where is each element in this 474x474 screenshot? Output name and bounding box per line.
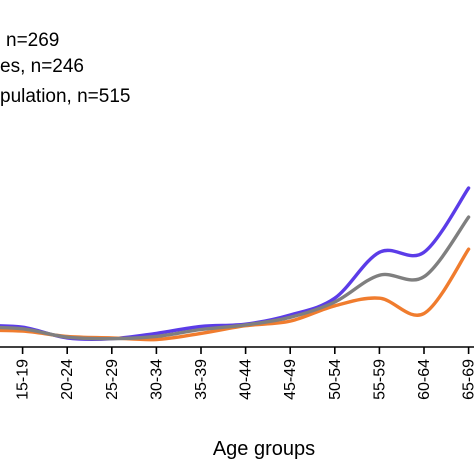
x-tick-label: 15-19 xyxy=(15,359,32,400)
x-tick-label: 55-59 xyxy=(371,359,388,400)
series-line-2 xyxy=(0,215,471,341)
x-tick-label: 40-44 xyxy=(238,359,255,400)
legend: n=269 es, n=246 pulation, n=515 xyxy=(0,30,130,107)
x-tick-label: 45-49 xyxy=(282,359,299,400)
legend-entry: es, n=246 xyxy=(0,56,84,77)
x-tick-label: 20-24 xyxy=(59,359,76,400)
series-layer xyxy=(0,186,471,342)
x-tick-label: 35-39 xyxy=(193,359,210,400)
x-tick-label: 25-29 xyxy=(104,359,121,400)
series-line-0 xyxy=(0,186,471,342)
x-axis-ticks: 15-19 20-24 25-29 30-34 35-39 40-44 45-49 50-54… xyxy=(15,347,474,400)
x-tick-label: 60-64 xyxy=(416,359,433,400)
legend-entry: n=269 xyxy=(6,30,59,51)
x-tick-label: 50-54 xyxy=(327,359,344,400)
x-tick-label: 30-34 xyxy=(148,359,165,400)
x-tick-label: 65-69 xyxy=(461,359,474,400)
legend-entry: pulation, n=515 xyxy=(0,86,130,107)
x-axis-title: Age groups xyxy=(213,438,315,460)
